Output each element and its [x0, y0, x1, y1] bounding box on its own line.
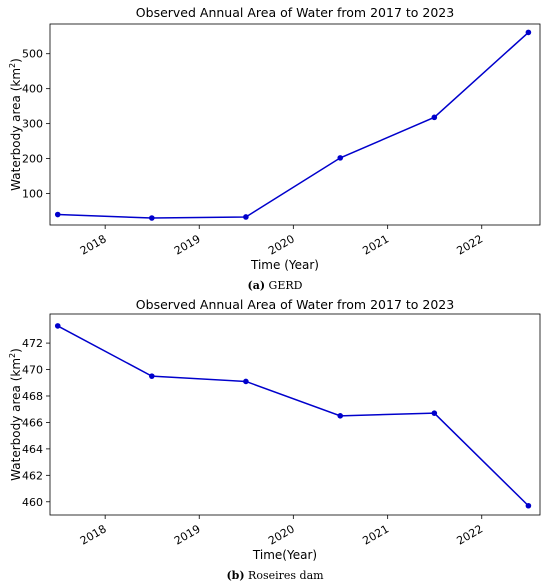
y-tick-label: 500	[22, 48, 43, 61]
data-point	[337, 155, 344, 161]
y-tick-label: 300	[22, 118, 43, 131]
data-point	[431, 114, 438, 121]
x-tick-label: 2018	[78, 522, 109, 547]
x-tick-label: 2022	[454, 522, 485, 547]
caption-b-text: Roseires dam	[244, 569, 324, 582]
y-axis-label-sup: 2	[8, 63, 17, 68]
y-tick-label: 472	[22, 337, 43, 350]
caption-b-label: (b)	[226, 569, 245, 582]
y-axis-label-main: Waterbody area (km	[9, 68, 23, 191]
data-point	[149, 373, 155, 379]
plot-frame	[49, 23, 541, 226]
y-tick-label: 400	[22, 83, 43, 96]
y-axis-label-close: )	[9, 58, 23, 63]
y-axis-label-close: )	[9, 348, 23, 353]
caption-a: (a) GERD	[0, 279, 550, 292]
caption-a-text: GERD	[265, 279, 303, 292]
y-axis-label-main: Waterbody area (km	[9, 358, 23, 481]
y-axis-label-sup: 2	[8, 353, 17, 358]
data-point	[149, 215, 155, 221]
data-point	[525, 502, 532, 509]
chart-title: Observed Annual Area of Water from 2017 …	[136, 297, 454, 312]
y-tick-label: 468	[22, 390, 43, 403]
y-tick-label: 462	[22, 469, 43, 482]
chart-title: Observed Annual Area of Water from 2017 …	[136, 5, 454, 20]
x-tick-label: 2019	[172, 522, 203, 547]
x-tick-label: 2020	[266, 522, 297, 547]
chart-a: Observed Annual Area of Water from 2017 …	[8, 5, 541, 272]
y-axis-label: Waterbody area (km2)	[8, 58, 23, 191]
y-tick-label: 466	[22, 416, 43, 429]
data-point	[243, 214, 249, 220]
y-tick-label: 100	[22, 188, 43, 201]
data-point	[525, 29, 532, 36]
y-axis-label: Waterbody area (km2)	[8, 348, 23, 481]
caption-b: (b) Roseires dam	[0, 569, 550, 582]
x-tick-label: 2019	[172, 232, 203, 257]
data-point	[243, 378, 249, 385]
data-point	[54, 211, 61, 218]
y-tick-label: 464	[22, 443, 43, 456]
data-point	[54, 323, 61, 329]
x-axis-label: Time (Year)	[250, 258, 319, 272]
x-tick-label: 2021	[360, 522, 391, 547]
plot-frame	[49, 313, 541, 516]
y-tick-label: 460	[22, 496, 43, 509]
x-tick-label: 2018	[78, 232, 109, 257]
x-axis-label: Time(Year)	[252, 548, 317, 562]
y-tick-label: 200	[22, 153, 43, 166]
x-tick-label: 2021	[360, 232, 391, 257]
chart-b: Observed Annual Area of Water from 2017 …	[8, 297, 541, 562]
y-tick-label: 470	[22, 364, 43, 377]
x-tick-label: 2020	[266, 232, 297, 257]
data-point	[431, 410, 438, 416]
series-line	[57, 31, 529, 219]
data-point	[337, 413, 344, 419]
caption-a-label: (a)	[247, 279, 266, 292]
series-line	[57, 325, 529, 507]
x-tick-label: 2022	[454, 232, 485, 257]
